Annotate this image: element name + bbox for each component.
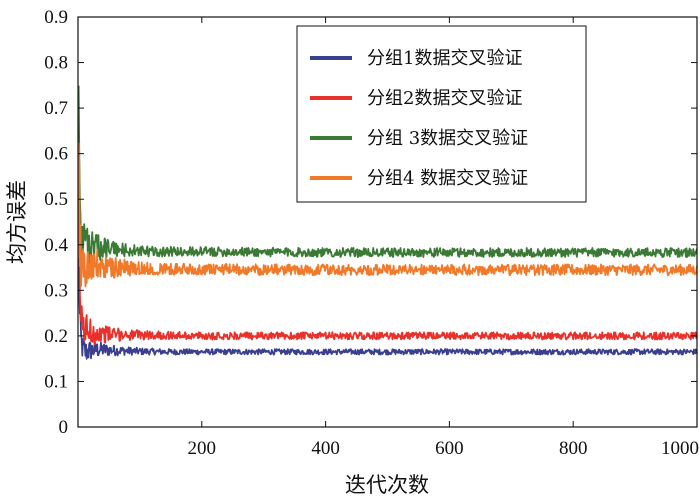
x-tick-label: 600	[435, 438, 464, 459]
ticks-layer: 0 0.1 0.2 0.3 0.4 0.5 0.6 0.7 0.8 0.9 200 400 600 800…	[44, 7, 699, 459]
legend-label-4: 分组4 数据交叉验证	[367, 168, 528, 189]
y-tick-label: 0.5	[44, 189, 68, 210]
x-tick-label: 200	[188, 438, 217, 459]
y-tick-label: 0.7	[44, 98, 68, 119]
y-tick-label: 0.8	[44, 53, 68, 74]
x-tick-label: 800	[559, 438, 588, 459]
y-tick-label: 0.1	[44, 371, 68, 392]
legend-label-3: 分组 3数据交叉验证	[367, 128, 528, 149]
series-line-4	[77, 142, 698, 288]
series-line-1	[77, 258, 698, 360]
legend-label-2: 分组2数据交叉验证	[367, 88, 522, 109]
y-tick-label: 0.3	[44, 280, 68, 301]
x-axis-label: 迭代次数	[345, 473, 429, 497]
y-tick-label: 0.9	[44, 7, 68, 28]
series-line-2	[77, 134, 698, 346]
y-tick-label: 0	[59, 417, 69, 438]
x-tick-label: 400	[311, 438, 340, 459]
y-tick-label: 0.2	[44, 326, 68, 347]
legend-box	[296, 25, 587, 203]
legend-label-1: 分组1数据交叉验证	[367, 48, 522, 69]
series-layer	[77, 85, 698, 360]
y-tick-label: 0.4	[44, 235, 68, 256]
y-axis-label: 均方误差	[5, 180, 29, 264]
plot-frame	[77, 16, 698, 428]
y-tick-label: 0.6	[44, 144, 68, 165]
series-line-3	[77, 85, 698, 265]
x-tick-label: 1000	[661, 438, 699, 459]
